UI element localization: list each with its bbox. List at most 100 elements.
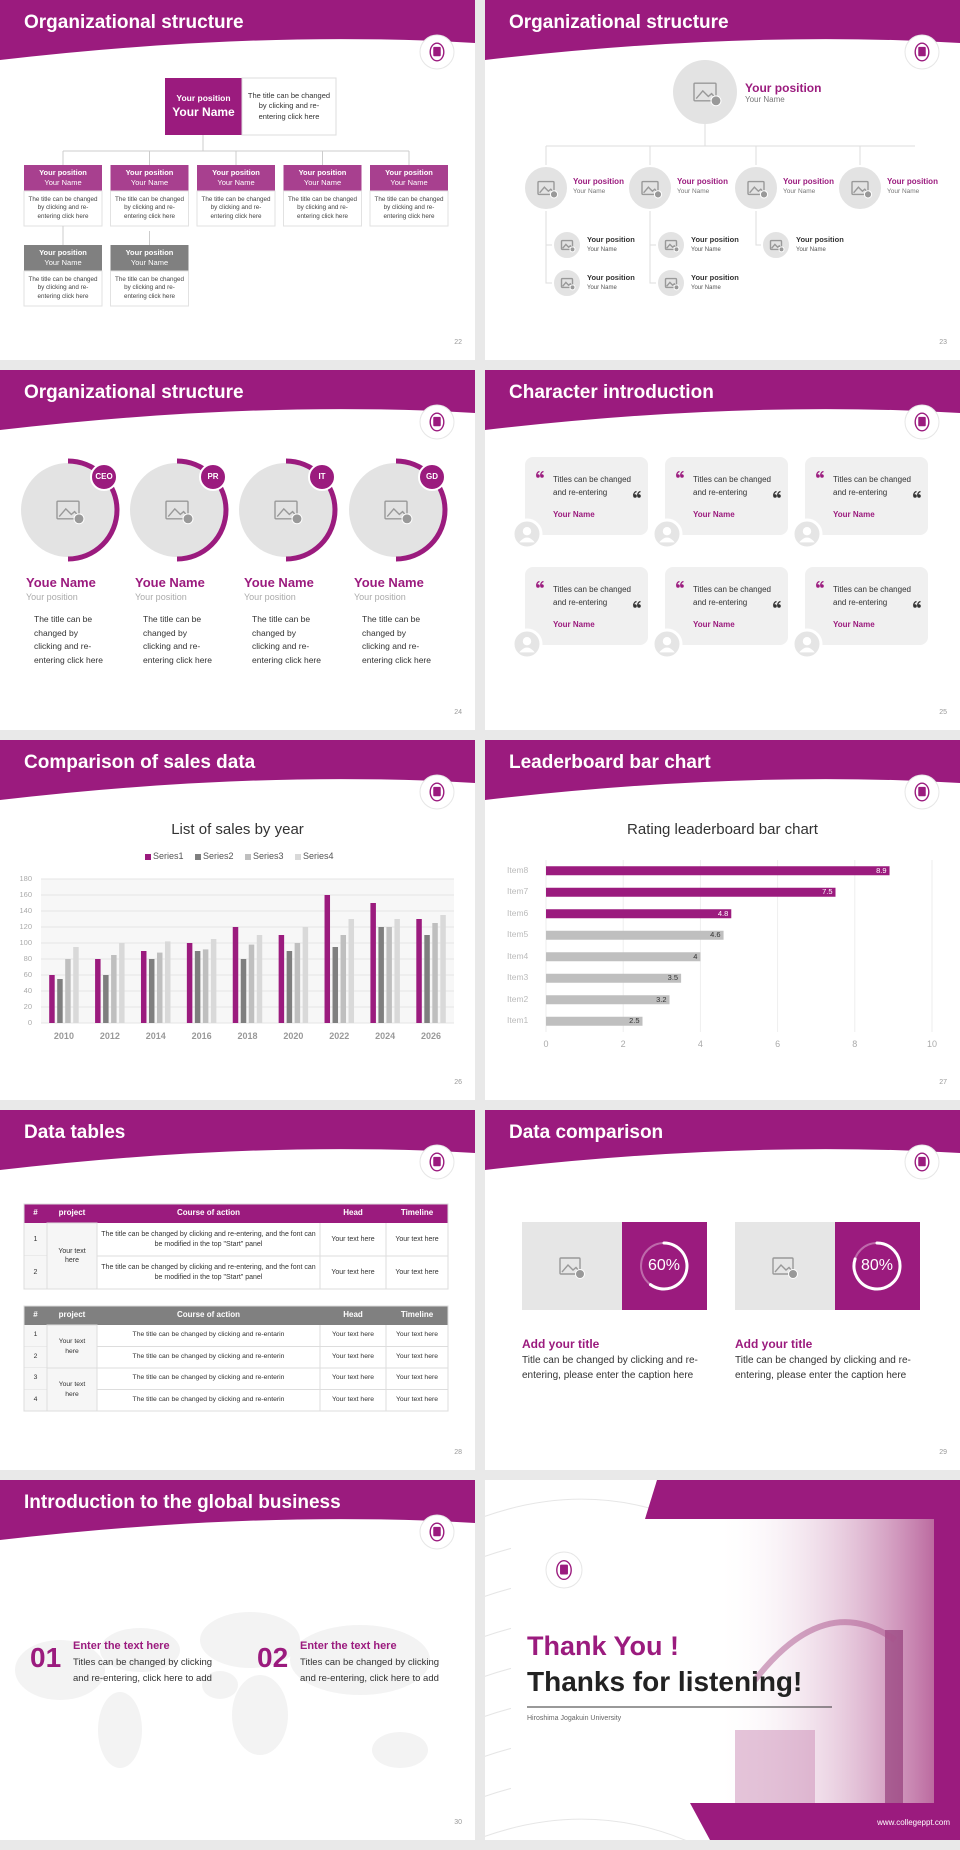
bar (194, 951, 201, 1023)
image-icon (863, 190, 873, 199)
page-number: 26 (454, 1079, 462, 1086)
gauge-label: 80% (860, 1257, 894, 1275)
unit-body (283, 190, 362, 227)
bar (324, 895, 331, 1023)
project-cell (46, 1222, 98, 1290)
quote-mark (772, 490, 777, 496)
header-cell: Course of action (176, 1310, 241, 1320)
table-cell: The title can be changed by clicking and… (132, 1331, 285, 1339)
table-cell: Your text here (331, 1268, 375, 1276)
header-cell: project (58, 1310, 86, 1320)
gauge-box (835, 1222, 920, 1310)
quote-mark (535, 580, 540, 586)
slide-title: Organizational structure (509, 12, 729, 33)
y-tick-label: 140 (19, 906, 32, 915)
image-icon (710, 95, 722, 107)
slide-graphics (0, 1110, 475, 1412)
image-icon (666, 281, 678, 287)
connector (545, 210, 553, 246)
avatar-icon (799, 537, 815, 543)
table-cell: 3 (33, 1374, 38, 1382)
logo-emblem (429, 1522, 445, 1542)
logo-emblem (918, 416, 926, 427)
category-label: Item6 (507, 907, 529, 918)
unit-position: Your position (298, 168, 347, 177)
slide-graphics (485, 740, 960, 1032)
image-icon (666, 243, 678, 249)
gauge-box (622, 1222, 707, 1310)
legend-swatch (245, 854, 251, 860)
image-icon (778, 246, 785, 253)
category-label: Item5 (507, 929, 529, 940)
value-label: 8.9 (876, 865, 887, 875)
y-tick-label: 0 (27, 1018, 32, 1027)
table-header (24, 1204, 448, 1223)
member-position: Your position (587, 235, 635, 244)
unit-text: The title can be changed by clicking and… (288, 196, 357, 220)
header-cell: Head (343, 1208, 363, 1218)
image-icon (562, 281, 574, 287)
table-frame (23, 1305, 449, 1412)
unit-position: Your position (212, 168, 260, 177)
bar (370, 903, 376, 1023)
bar (294, 943, 301, 1023)
table-cell: The title can be changed by clicking and… (101, 1231, 316, 1248)
map-shape (372, 1732, 428, 1768)
bar (348, 919, 355, 1023)
slide-graphics (485, 1110, 960, 1310)
image-icon (73, 513, 85, 525)
x-tick-label: 8 (852, 1039, 858, 1049)
image-icon (575, 1269, 585, 1279)
image-icon (561, 1263, 581, 1273)
bar (240, 959, 247, 1023)
bar (432, 923, 438, 1023)
card-name: Your Name (553, 510, 595, 519)
connector (545, 210, 553, 284)
unit-body (369, 190, 449, 227)
image-icon (759, 190, 769, 199)
logo-emblem (429, 412, 445, 432)
bar (340, 935, 347, 1023)
slide-graphics (0, 1480, 475, 1768)
head-name: Your Name (172, 105, 235, 119)
image-icon (569, 284, 576, 291)
slide-graphics (485, 1480, 960, 1840)
photo-tower (885, 1630, 903, 1803)
avatar-icon (519, 647, 535, 653)
map-shape (98, 1692, 142, 1768)
avatar-icon (802, 527, 812, 536)
quote-mark (636, 490, 641, 496)
table-cell: 4 (33, 1395, 38, 1403)
x-tick-label: 2010 (53, 1031, 74, 1041)
quote-mark (632, 600, 637, 606)
header-cell: Course of action (176, 1208, 241, 1218)
unit-header (110, 165, 189, 191)
map-shape (232, 1675, 288, 1755)
image-icon (401, 513, 413, 525)
logo-emblem (429, 782, 445, 802)
branch-name: Your Name (783, 188, 816, 195)
bar (386, 927, 392, 1023)
value-label: 4.6 (710, 930, 721, 940)
table-cell: The title can be changed by clicking and… (132, 1374, 285, 1382)
image-icon (695, 89, 717, 100)
category-label: Item7 (507, 886, 529, 897)
category-label: Item2 (507, 993, 529, 1004)
value-label: 4.8 (717, 908, 729, 918)
badge-label: IT (318, 471, 326, 481)
member-name: Your Name (587, 247, 617, 253)
bar (111, 955, 117, 1023)
x-tick-label: 2024 (375, 1031, 396, 1041)
bar (440, 915, 446, 1023)
logo-emblem (914, 782, 930, 802)
slide-title: Introduction to the global business (24, 1492, 341, 1513)
bar (394, 919, 400, 1023)
university: Hiroshima Jogakuin University (527, 1715, 622, 1722)
card-name: Your Name (833, 510, 875, 519)
table-cell: 2 (33, 1352, 38, 1360)
table-cell: Your text here (331, 1331, 375, 1339)
slide: Introduction to the global business 01 Ent… (0, 1480, 475, 1840)
unit-name: Your Name (217, 178, 255, 187)
page-number: 27 (939, 1079, 947, 1086)
bar (286, 951, 293, 1023)
